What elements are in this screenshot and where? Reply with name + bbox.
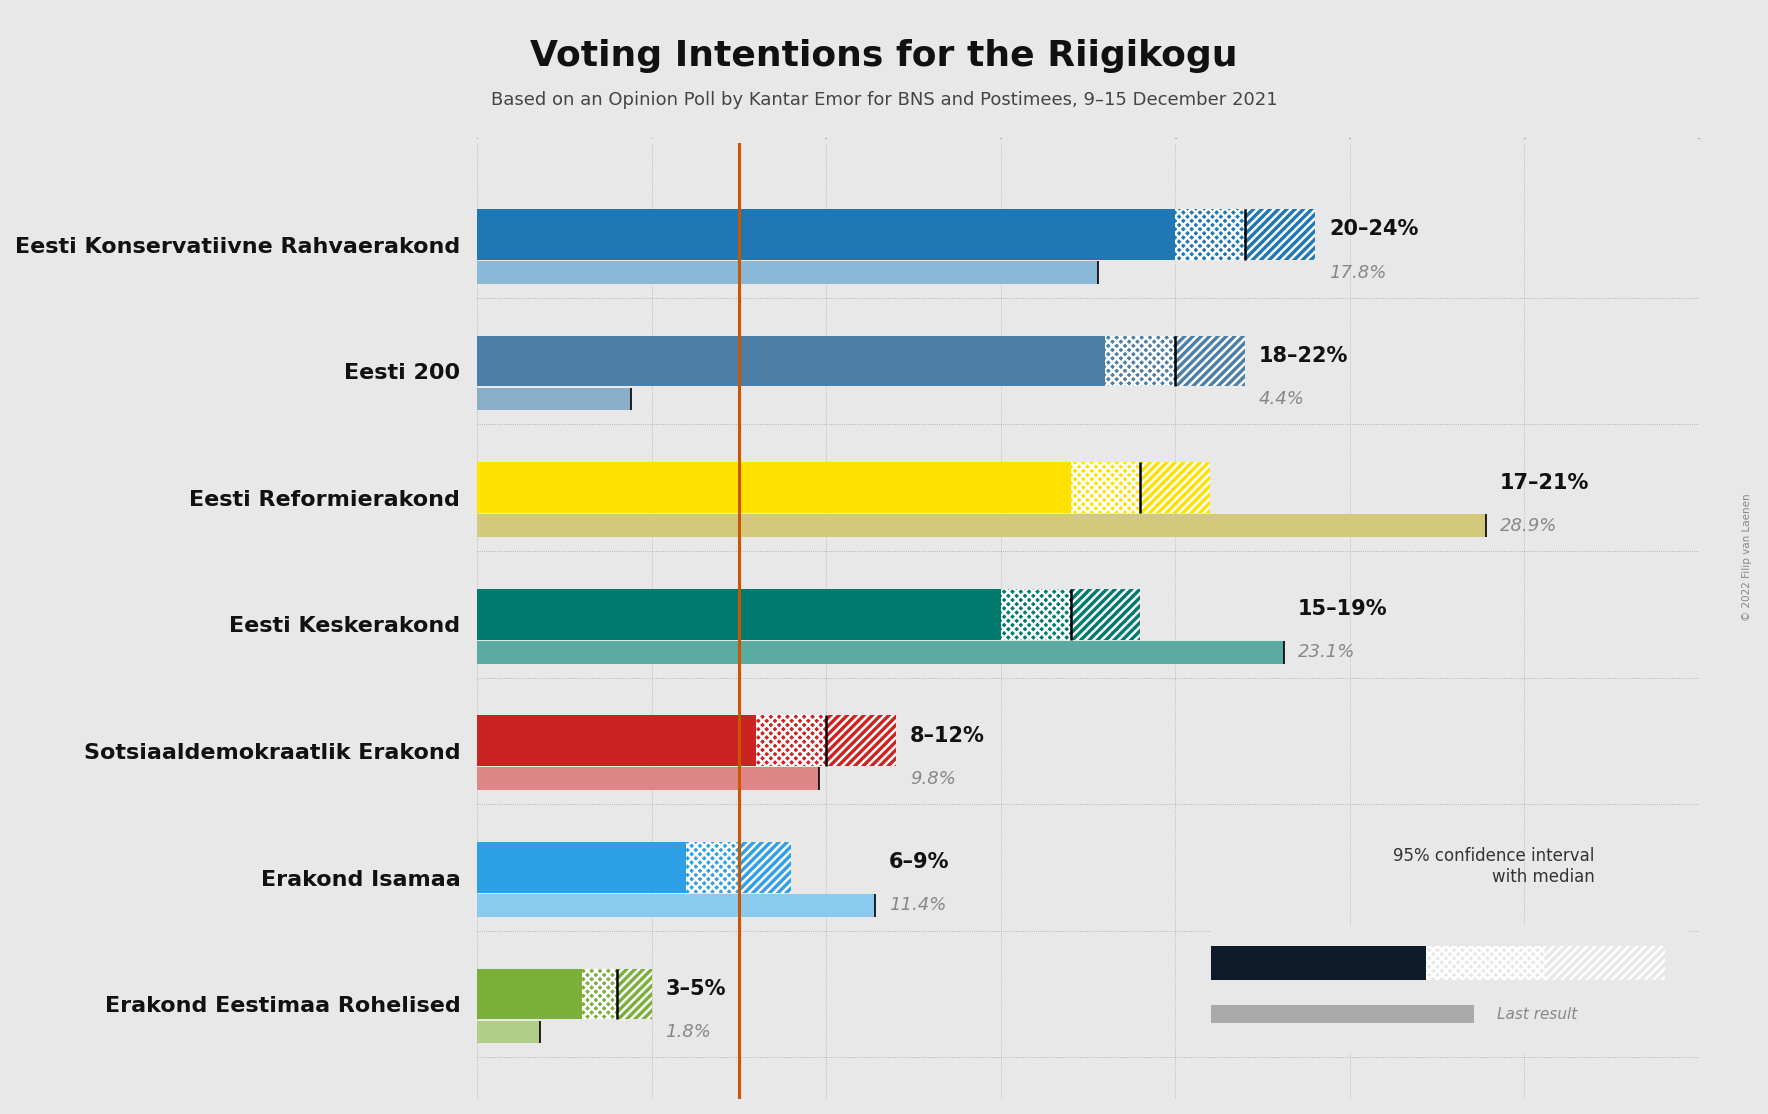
Text: Last result: Last result [1497,1007,1577,1022]
Bar [1545,947,1665,979]
Text: 15–19%: 15–19% [1298,599,1388,619]
Bar [477,969,652,1019]
Text: 23.1%: 23.1% [1298,643,1354,662]
Bar [1071,589,1140,639]
Bar [477,388,631,410]
Bar [686,842,739,892]
Text: 4.4%: 4.4% [1259,390,1305,408]
Text: 17–21%: 17–21% [1499,472,1589,492]
Bar [1176,335,1245,387]
Bar [582,969,617,1019]
Bar [477,715,896,766]
Bar [477,335,1245,387]
Bar [477,515,1487,537]
Bar [477,261,1098,284]
Bar [477,589,1140,639]
Bar [826,715,896,766]
Bar [1211,1005,1475,1024]
Text: 95% confidence interval
with median: 95% confidence interval with median [1393,847,1595,886]
Bar [1140,462,1211,512]
Text: 17.8%: 17.8% [1330,264,1386,282]
Bar [477,842,792,892]
Bar [477,768,819,790]
Bar [477,1020,539,1044]
Bar [1211,947,1427,979]
Bar [477,893,875,917]
Text: Voting Intentions for the Riigikogu: Voting Intentions for the Riigikogu [530,39,1238,74]
Bar [757,715,826,766]
Text: 3–5%: 3–5% [665,979,727,999]
Bar [477,462,1211,512]
Bar [1001,589,1071,639]
Text: © 2022 Filip van Laenen: © 2022 Filip van Laenen [1741,494,1752,620]
Bar [1176,209,1245,260]
Text: 6–9%: 6–9% [889,852,949,872]
Text: 11.4%: 11.4% [889,897,946,915]
Text: 18–22%: 18–22% [1259,346,1349,367]
Text: 20–24%: 20–24% [1330,219,1418,240]
Text: 9.8%: 9.8% [911,770,956,788]
Bar [1105,335,1176,387]
Text: Based on an Opinion Poll by Kantar Emor for BNS and Postimees, 9–15 December 202: Based on an Opinion Poll by Kantar Emor … [492,91,1276,109]
Bar [1427,947,1545,979]
Bar [477,641,1284,664]
Text: 28.9%: 28.9% [1499,517,1558,535]
Text: 8–12%: 8–12% [911,725,985,745]
Bar [739,842,792,892]
Bar [1211,947,1427,979]
Bar [617,969,652,1019]
Bar [477,209,1315,260]
Bar [1071,462,1140,512]
Text: 1.8%: 1.8% [665,1023,711,1040]
Bar [1245,209,1315,260]
